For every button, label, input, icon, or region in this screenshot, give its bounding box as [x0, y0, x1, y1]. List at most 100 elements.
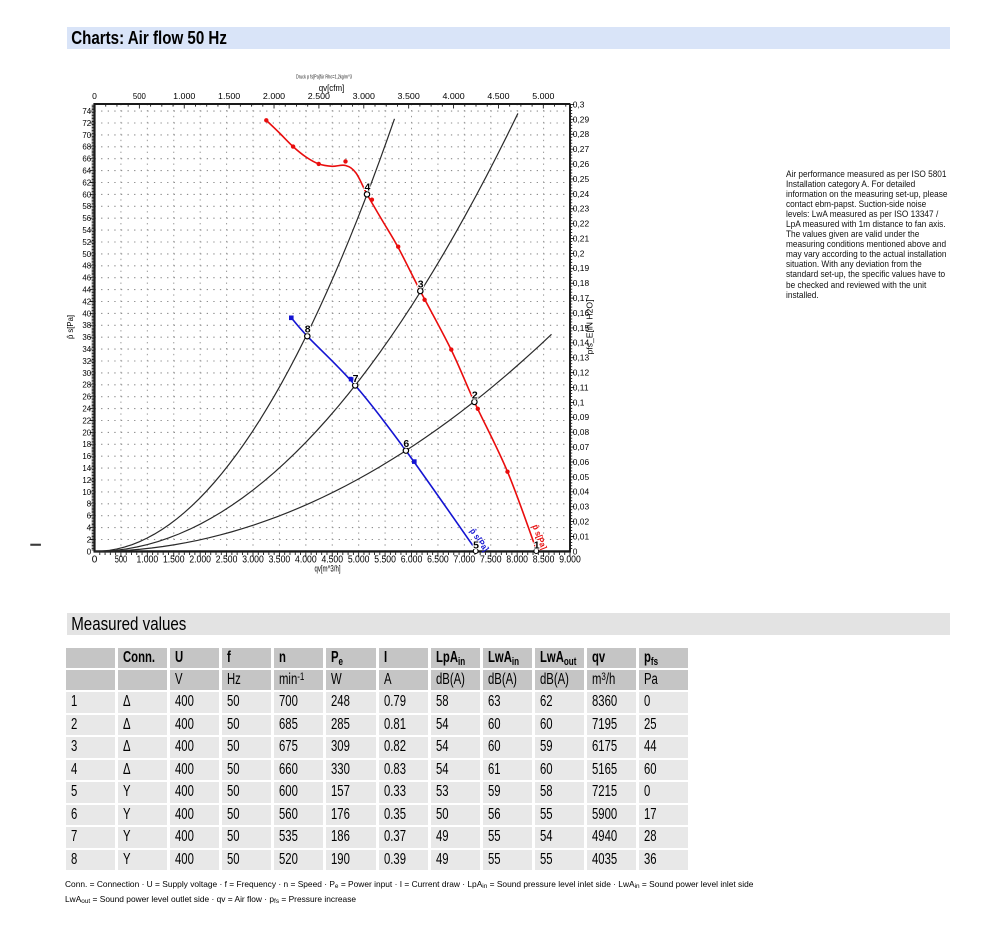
- svg-text:6: 6: [87, 512, 92, 521]
- svg-text:8: 8: [305, 324, 311, 336]
- svg-text:0,09: 0,09: [573, 412, 590, 422]
- svg-text:6.500: 6.500: [427, 555, 449, 566]
- svg-text:0,27: 0,27: [573, 144, 590, 154]
- svg-text:72: 72: [82, 119, 91, 128]
- svg-text:64: 64: [82, 167, 91, 176]
- svg-text:4.500: 4.500: [487, 91, 509, 101]
- svg-text:74: 74: [82, 107, 91, 116]
- svg-text:70: 70: [82, 131, 91, 140]
- svg-text:3: 3: [418, 278, 424, 290]
- svg-text:1: 1: [534, 539, 540, 551]
- svg-text:7.000: 7.000: [454, 555, 476, 566]
- svg-text:62: 62: [82, 178, 91, 187]
- svg-text:0,08: 0,08: [573, 427, 590, 437]
- svg-text:5.000: 5.000: [348, 555, 370, 566]
- svg-text:500: 500: [133, 91, 146, 101]
- svg-text:0,23: 0,23: [573, 204, 590, 214]
- svg-text:10: 10: [82, 488, 91, 497]
- svg-text:0,01: 0,01: [573, 531, 590, 541]
- svg-text:30: 30: [82, 369, 91, 378]
- svg-text:20: 20: [82, 428, 91, 437]
- svg-text:0,17: 0,17: [573, 293, 590, 303]
- svg-text:38: 38: [82, 321, 91, 330]
- svg-text:8: 8: [87, 500, 92, 509]
- svg-text:0,07: 0,07: [573, 442, 590, 452]
- svg-text:8.000: 8.000: [506, 555, 528, 566]
- svg-text:0,03: 0,03: [573, 502, 590, 512]
- svg-text:40: 40: [82, 309, 91, 318]
- svg-text:qv[m^3/h]: qv[m^3/h]: [315, 564, 341, 575]
- svg-text:0,28: 0,28: [573, 129, 590, 139]
- svg-text:5.500: 5.500: [374, 555, 396, 566]
- svg-text:66: 66: [82, 155, 91, 164]
- svg-text:0,1: 0,1: [573, 397, 585, 407]
- svg-text:24: 24: [82, 405, 91, 414]
- svg-text:0: 0: [573, 546, 578, 556]
- svg-text:4: 4: [87, 524, 92, 533]
- svg-text:0,14: 0,14: [573, 338, 590, 348]
- svg-text:p̂ s[Pa]: p̂ s[Pa]: [65, 315, 75, 339]
- svg-text:36: 36: [82, 333, 91, 342]
- svg-text:42: 42: [82, 297, 91, 306]
- svg-text:5.000: 5.000: [532, 91, 554, 101]
- svg-text:0,13: 0,13: [573, 353, 590, 363]
- svg-text:0,3: 0,3: [573, 99, 585, 109]
- svg-text:1.500: 1.500: [163, 555, 185, 566]
- svg-text:8.500: 8.500: [533, 555, 555, 566]
- svg-text:12: 12: [82, 476, 91, 485]
- svg-text:0,18: 0,18: [573, 278, 590, 288]
- svg-text:60: 60: [82, 190, 91, 199]
- svg-text:0,24: 0,24: [573, 189, 590, 199]
- svg-text:16: 16: [82, 452, 91, 461]
- svg-text:4.000: 4.000: [442, 91, 464, 101]
- svg-text:26: 26: [82, 393, 91, 402]
- svg-text:0: 0: [92, 91, 97, 101]
- svg-text:0,05: 0,05: [573, 472, 590, 482]
- svg-text:0,02: 0,02: [573, 517, 590, 527]
- svg-text:2: 2: [472, 389, 478, 401]
- svg-text:0,25: 0,25: [573, 174, 590, 184]
- svg-text:pfs_E[iN H2O]: pfs_E[iN H2O]: [585, 300, 595, 355]
- svg-text:Druck p fs[Pa]für Rho=1,2kg/m^: Druck p fs[Pa]für Rho=1,2kg/m^3: [296, 75, 352, 81]
- svg-text:68: 68: [82, 143, 91, 152]
- svg-text:0: 0: [87, 547, 92, 556]
- svg-text:0: 0: [92, 555, 98, 566]
- svg-text:0,06: 0,06: [573, 457, 590, 467]
- svg-text:2.500: 2.500: [216, 555, 238, 566]
- svg-text:0,26: 0,26: [573, 159, 590, 169]
- svg-text:28: 28: [82, 381, 91, 390]
- svg-text:2: 2: [87, 535, 92, 544]
- svg-text:3.000: 3.000: [353, 91, 375, 101]
- svg-text:6.000: 6.000: [401, 555, 423, 566]
- svg-text:1.000: 1.000: [173, 91, 195, 101]
- svg-text:0,22: 0,22: [573, 219, 590, 229]
- svg-text:7.500: 7.500: [480, 555, 502, 566]
- svg-text:qv[cfm]: qv[cfm]: [319, 83, 345, 93]
- svg-text:56: 56: [82, 214, 91, 223]
- svg-text:4.500: 4.500: [321, 555, 343, 566]
- svg-text:58: 58: [82, 202, 91, 211]
- svg-text:4.000: 4.000: [295, 555, 317, 566]
- svg-text:2.000: 2.000: [263, 91, 285, 101]
- svg-text:1.500: 1.500: [218, 91, 240, 101]
- svg-text:48: 48: [82, 262, 91, 271]
- svg-text:46: 46: [82, 274, 91, 283]
- svg-text:0,21: 0,21: [573, 233, 590, 243]
- svg-text:0,12: 0,12: [573, 368, 590, 378]
- svg-text:34: 34: [82, 345, 91, 354]
- svg-text:500: 500: [115, 555, 128, 566]
- svg-text:2.000: 2.000: [189, 555, 211, 566]
- svg-text:2.500: 2.500: [308, 91, 330, 101]
- svg-text:14: 14: [82, 464, 91, 473]
- svg-text:0,11: 0,11: [573, 382, 589, 392]
- svg-text:22: 22: [82, 416, 91, 425]
- svg-text:3.500: 3.500: [269, 555, 291, 566]
- svg-text:1.000: 1.000: [137, 555, 159, 566]
- svg-text:3.500: 3.500: [398, 91, 420, 101]
- svg-text:54: 54: [82, 226, 91, 235]
- svg-text:0,29: 0,29: [573, 114, 590, 124]
- svg-text:0,15: 0,15: [573, 323, 590, 333]
- svg-text:0,19: 0,19: [573, 263, 590, 273]
- svg-text:0,16: 0,16: [573, 308, 590, 318]
- svg-text:50: 50: [82, 250, 91, 259]
